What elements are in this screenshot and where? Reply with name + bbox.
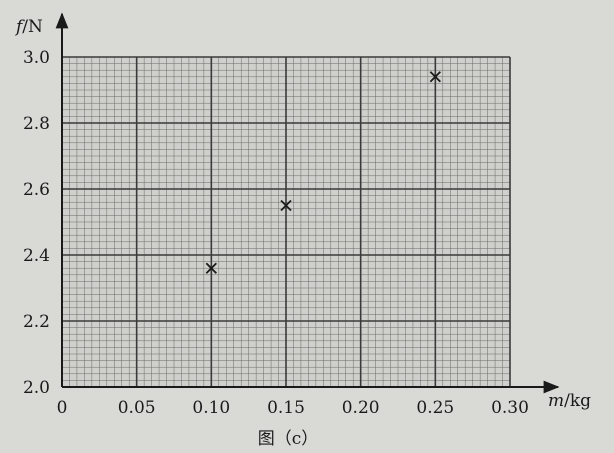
- x-tick-label: 0.20: [342, 398, 380, 418]
- x-tick-label: 0: [57, 398, 68, 418]
- x-tick-label: 0.30: [491, 398, 529, 418]
- y-tick-label: 3.0: [23, 48, 50, 68]
- data-point-marker: [429, 71, 441, 83]
- x-axis-label: m/kg: [548, 391, 591, 411]
- x-axis-symbol: m: [548, 391, 564, 411]
- y-tick-label: 2.0: [23, 378, 50, 398]
- data-points: [205, 71, 441, 274]
- y-tick-label: 2.2: [23, 312, 50, 332]
- x-tick-labels: 0 0.05 0.10 0.15 0.20 0.25 0.30: [57, 398, 529, 418]
- x-tick-label: 0.25: [416, 398, 454, 418]
- x-tick-label: 0.15: [267, 398, 305, 418]
- y-axis-label: f/N: [14, 17, 43, 37]
- y-axis-symbol: f: [14, 17, 25, 37]
- data-point-marker: [205, 262, 217, 274]
- y-tick-label: 2.8: [23, 114, 50, 134]
- y-tick-labels: 2.0 2.2 2.4 2.6 2.8 3.0: [23, 48, 50, 398]
- x-tick-label: 0.05: [118, 398, 156, 418]
- x-tick-label: 0.10: [192, 398, 230, 418]
- figure-caption: 图（c）: [258, 429, 319, 449]
- x-axis-unit: /kg: [564, 391, 591, 411]
- y-axis-unit: /N: [22, 17, 43, 37]
- data-point-marker: [280, 199, 292, 212]
- y-tick-label: 2.4: [23, 246, 50, 266]
- y-tick-label: 2.6: [23, 180, 50, 200]
